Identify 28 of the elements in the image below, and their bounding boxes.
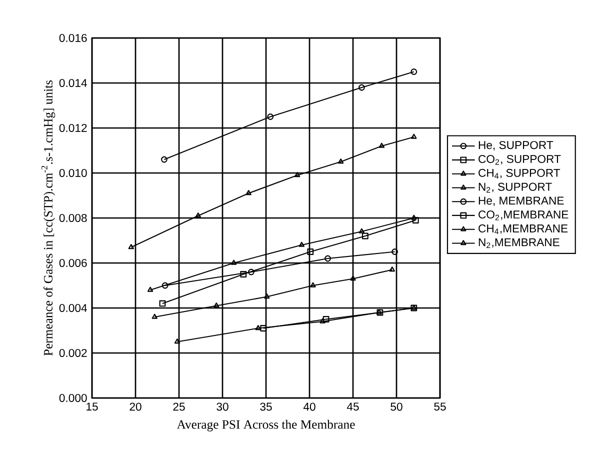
y-tick-label: 0.014 (59, 78, 87, 87)
legend-label: CO$_{2}$,MEMBRANE (478, 210, 568, 220)
y-tick-label: 0.008 (59, 214, 87, 222)
legend-label: N$_{2}$,MEMBRANE (478, 238, 560, 248)
y-tick-label: 0.010 (59, 168, 87, 177)
y-tick-label: 0.002 (59, 348, 87, 357)
x-tick-label: 20 (130, 402, 142, 411)
y-tick-label: 0.016 (59, 34, 87, 42)
y-tick-label: 0.006 (59, 258, 87, 267)
x-tick-label: 45 (346, 402, 359, 411)
x-tick-label: 25 (173, 402, 185, 411)
legend-label: CH$_{4}$, SUPPORT (478, 168, 560, 179)
x-tick-label: 40 (303, 402, 316, 411)
legend-label: CH$_{4}$,MEMBRANE (478, 224, 568, 234)
y-tick-label: 0.000 (59, 394, 87, 402)
legend-label: N$_{2}$, SUPPORT (478, 182, 552, 193)
y-axis-title: Permeance of Gases in [cc(STP).cm$^{-2}$.s-1.cmHg] units (41, 80, 56, 356)
legend-label: CO$_{2}$, SUPPORT (478, 154, 561, 165)
x-tick-label: 15 (86, 402, 98, 411)
x-axis-title: Average PSI Across the Membrane (176, 420, 355, 432)
legend-label: He, MEMBRANE (478, 196, 564, 206)
legend-label: He, SUPPORT (478, 141, 554, 150)
x-tick-label: 55 (434, 402, 446, 411)
x-tick-label: 35 (260, 402, 272, 411)
x-tick-label: 30 (216, 402, 228, 411)
y-tick-label: 0.004 (59, 304, 87, 312)
x-tick-label: 50 (390, 402, 402, 411)
y-tick-label: 0.012 (59, 124, 87, 132)
